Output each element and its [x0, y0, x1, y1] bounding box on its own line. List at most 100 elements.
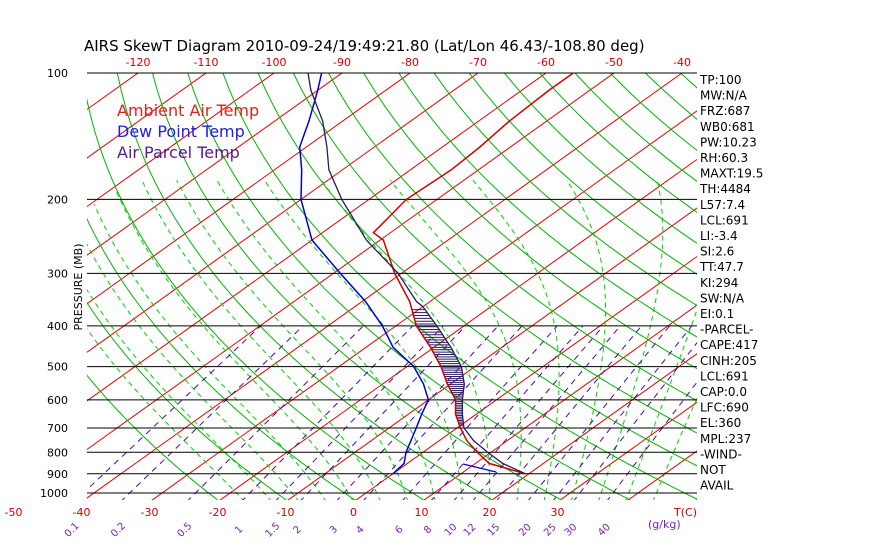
isotherm-line — [87, 73, 547, 402]
isotherm-line — [355, 255, 697, 500]
stat-label: EL:360 — [700, 416, 741, 430]
ambient-temp-line — [372, 73, 574, 475]
moist-adiabat-line — [389, 179, 522, 500]
mixing-ratio-line — [300, 325, 466, 500]
dry-adiabat-line — [327, 73, 697, 402]
stat-label: TH:4484 — [699, 182, 751, 196]
temp-top-tick-label: -40 — [673, 56, 691, 69]
isotherm-line — [87, 73, 479, 353]
mixing-ratio-line — [472, 325, 621, 500]
isotherm-line — [87, 73, 411, 305]
mixing-ratio-line — [336, 325, 499, 500]
temp-bottom-tick-label: 0 — [350, 506, 357, 519]
parcel-temp-line — [307, 73, 526, 475]
stat-label: L57:7.4 — [700, 198, 745, 212]
moist-adiabat-line — [653, 396, 697, 500]
temp-bottom-tick-label: -20 — [209, 506, 227, 519]
temp-bottom-tick-label: 20 — [483, 506, 497, 519]
mixing-ratio-line — [453, 325, 604, 500]
isotherm-line — [287, 207, 697, 500]
stat-label: EI:0.1 — [700, 307, 734, 321]
mixing-ratio-line — [363, 325, 523, 500]
stat-label: FRZ:687 — [700, 104, 750, 118]
mixing-ratio-line — [275, 325, 444, 500]
chart-title: AIRS SkewT Diagram 2010-09-24/19:49:21.8… — [84, 37, 645, 55]
mixing-ratio-line — [573, 341, 697, 500]
dry-adiabat-line — [433, 73, 697, 307]
cape-hatching — [411, 309, 465, 426]
stat-label: LFC:690 — [700, 401, 749, 415]
moist-adiabat-line — [87, 289, 271, 500]
moist-adiabat-line — [320, 179, 491, 500]
stat-label: SI:2.6 — [700, 245, 734, 259]
pressure-tick-label: 500 — [47, 361, 68, 374]
dry-adiabat-line — [87, 217, 356, 500]
stat-label: -WIND- — [700, 447, 742, 461]
temp-bottom-tick-label: -50 — [5, 506, 23, 519]
stat-label: -PARCEL- — [700, 323, 754, 337]
mixing-ratio-line — [528, 325, 670, 500]
background-grid — [87, 73, 697, 500]
pressure-tick-label: 200 — [47, 193, 68, 206]
dry-adiabat-line — [503, 73, 697, 244]
moist-adiabat-line — [216, 179, 436, 500]
legend-entry: Air Parcel Temp — [117, 143, 240, 162]
isotherm-line — [87, 73, 615, 451]
dry-adiabat-line — [187, 73, 632, 500]
mixing-ratio-line — [242, 325, 414, 500]
dry-adiabat-line — [398, 73, 697, 338]
dry-adiabat-line — [292, 73, 697, 434]
pressure-tick-label: 400 — [47, 320, 68, 333]
moist-adiabat-line — [264, 179, 463, 500]
temp-top-tick-label: -90 — [333, 56, 351, 69]
temp-top-tick-label: -70 — [469, 56, 487, 69]
temp-bottom-tick-label: -40 — [73, 506, 91, 519]
isotherm-line — [219, 158, 697, 500]
isotherm-line — [491, 353, 697, 500]
stat-label: CAP:0.0 — [700, 385, 747, 399]
temp-top-tick-label: -110 — [194, 56, 219, 69]
temp-top-tick-label: -50 — [605, 56, 623, 69]
stat-label: RH:60.3 — [700, 151, 748, 165]
pressure-tick-label: 1000 — [40, 487, 68, 500]
temp-bottom-tick-label: 10 — [415, 506, 429, 519]
dry-adiabat-line — [468, 73, 697, 275]
wind-barb — [462, 463, 497, 473]
legend-entry: Ambient Air Temp — [117, 101, 259, 120]
temp-unit-label: T(C) — [673, 506, 697, 519]
stat-label: WB0:681 — [700, 120, 755, 134]
y-axis-label: PRESSURE (MB) — [72, 244, 85, 331]
moist-adiabat-line — [87, 243, 299, 500]
temp-bottom-tick-label: -30 — [141, 506, 159, 519]
temp-bottom-tick-label: 30 — [551, 506, 565, 519]
moist-adiabat-line — [176, 179, 408, 500]
stat-label: CINH:205 — [700, 354, 757, 368]
mixing-ratio-line — [121, 325, 304, 500]
stat-label: CAPE:417 — [700, 338, 758, 352]
stat-label: LCL:691 — [700, 369, 749, 383]
temp-top-tick-label: -80 — [401, 56, 419, 69]
isobar-lines — [87, 72, 697, 494]
pressure-tick-label: 800 — [47, 446, 68, 459]
moist-adiabat-line — [141, 179, 381, 500]
mixing-ratio-line — [430, 325, 584, 500]
stat-label: TT:47.7 — [699, 260, 744, 274]
moist-adiabat-line — [87, 327, 244, 500]
stat-label: LCL:691 — [700, 213, 749, 227]
pressure-tick-label: 600 — [47, 394, 68, 407]
stat-label: TP:100 — [699, 73, 742, 87]
isotherm-line — [423, 304, 697, 500]
sounding-profiles — [298, 73, 574, 475]
dry-adiabat-line — [87, 301, 288, 500]
moist-adiabat-line — [115, 189, 354, 500]
stat-label: AVAIL — [700, 479, 734, 493]
temp-bottom-tick-label: -10 — [277, 506, 295, 519]
dew-point-line — [298, 73, 430, 475]
legend: Ambient Air Temp Dew Point Temp Air Parcel… — [117, 101, 259, 162]
pressure-tick-label: 100 — [47, 67, 68, 80]
isotherm-line — [151, 110, 697, 500]
dry-adiabat-line — [151, 73, 563, 500]
